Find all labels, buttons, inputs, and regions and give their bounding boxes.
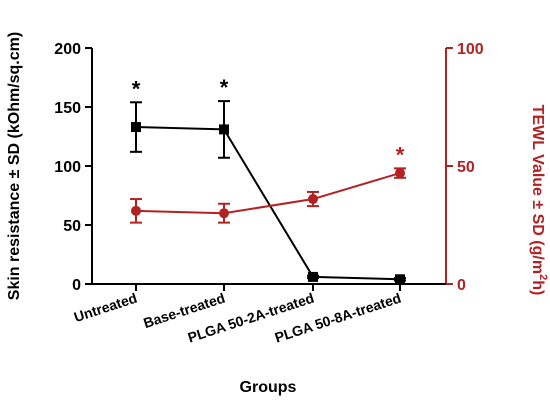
right-y-tick-label: 50 [457, 159, 475, 176]
data-point [308, 271, 318, 282]
data-point [395, 274, 405, 285]
data-point [219, 124, 229, 135]
right-y-axis-title-tail: h) [529, 280, 546, 295]
left-y-tick-label: 100 [54, 159, 81, 176]
data-point [219, 208, 229, 219]
data-point [308, 194, 318, 205]
significance-asterisk: * [396, 142, 405, 167]
data-point [131, 122, 141, 133]
marks-group [130, 100, 406, 285]
left-y-tick-label: 150 [54, 100, 81, 117]
right-y-tick-label: 0 [457, 277, 466, 294]
axes-group [85, 47, 453, 291]
x-category-label: Untreated [72, 290, 139, 325]
data-point [395, 168, 405, 179]
left-y-axis-title: Skin resistance ± SD (kOhm/sq.cm) [6, 32, 23, 300]
left-y-tick-label: 0 [72, 277, 81, 294]
data-point [131, 205, 141, 216]
left-y-tick-label: 200 [54, 41, 81, 58]
right-y-tick-label: 100 [457, 41, 484, 58]
x-axis-title: Groups [240, 379, 297, 396]
right-y-axis-title-sup: 2 [537, 274, 549, 280]
right-y-axis-title-main: TEWL Value ± SD (g/m [529, 105, 546, 274]
left-y-tick-label: 50 [63, 218, 81, 235]
right-y-axis-title: TEWL Value ± SD (g/m2h) [529, 105, 549, 296]
series-line [135, 126, 401, 281]
significance-asterisk: * [132, 76, 141, 101]
series-line [135, 172, 401, 215]
significance-asterisk: * [220, 75, 229, 100]
